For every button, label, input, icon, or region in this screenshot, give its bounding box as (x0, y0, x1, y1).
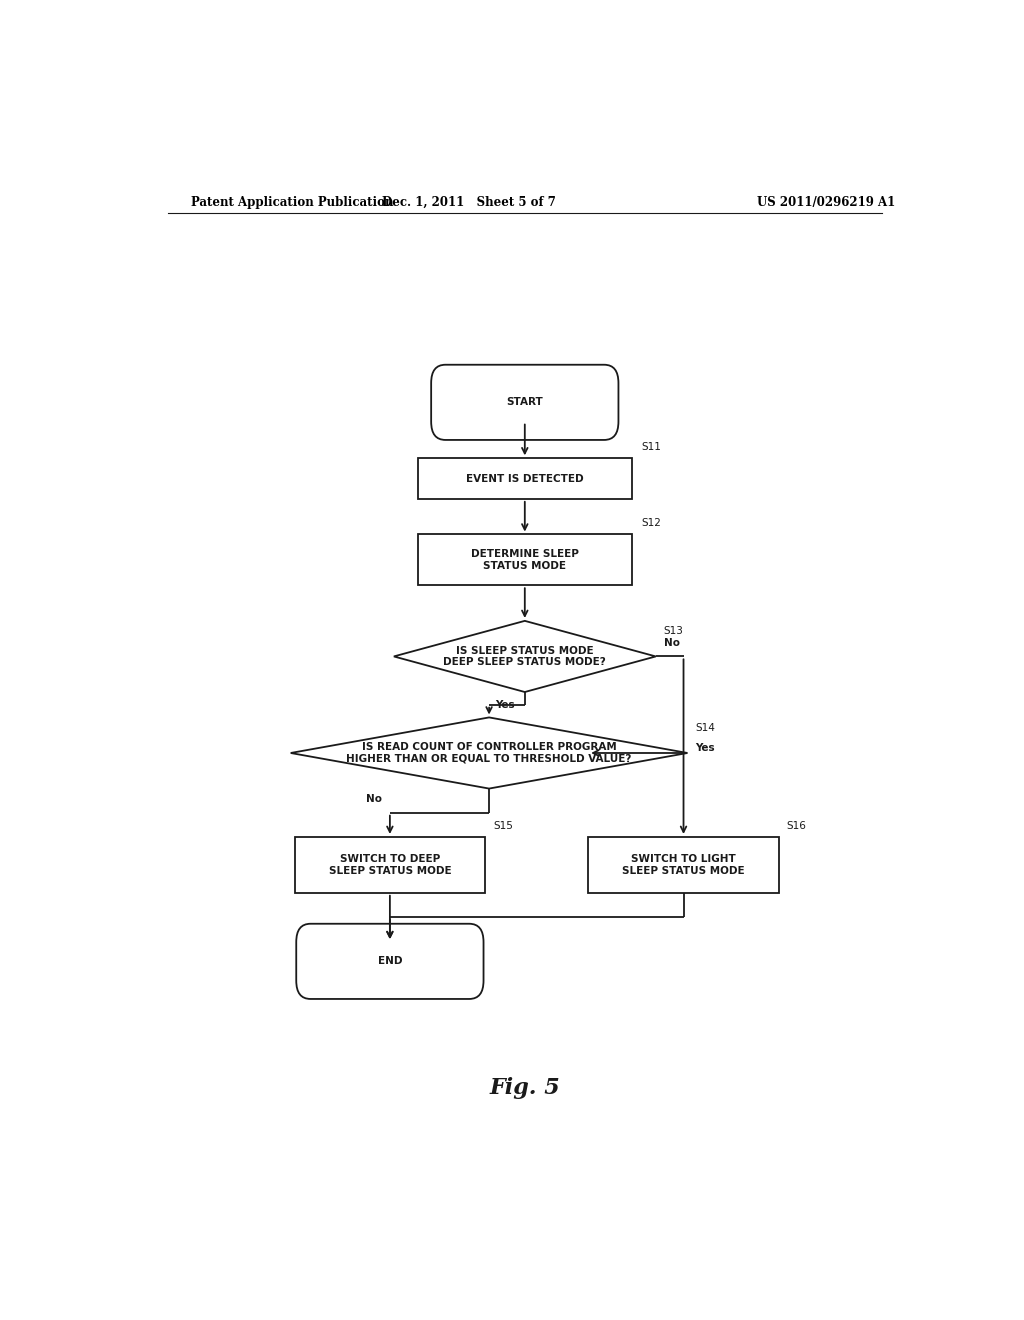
Text: END: END (378, 957, 402, 966)
Bar (588, 837, 778, 892)
Bar (418, 535, 632, 585)
Text: Yes: Yes (695, 743, 715, 752)
Text: No: No (366, 793, 382, 804)
Polygon shape (394, 620, 655, 692)
Text: No: No (664, 639, 680, 648)
Text: START: START (507, 397, 543, 408)
Text: SWITCH TO DEEP
SLEEP STATUS MODE: SWITCH TO DEEP SLEEP STATUS MODE (329, 854, 452, 875)
Bar (418, 458, 632, 499)
Text: EVENT IS DETECTED: EVENT IS DETECTED (466, 474, 584, 483)
Text: S16: S16 (786, 821, 807, 830)
Text: SWITCH TO LIGHT
SLEEP STATUS MODE: SWITCH TO LIGHT SLEEP STATUS MODE (623, 854, 744, 875)
Text: Patent Application Publication: Patent Application Publication (191, 195, 394, 209)
Text: S13: S13 (664, 626, 684, 636)
Text: S15: S15 (494, 821, 513, 830)
FancyBboxPatch shape (431, 364, 618, 440)
Text: DETERMINE SLEEP
STATUS MODE: DETERMINE SLEEP STATUS MODE (471, 549, 579, 570)
Polygon shape (291, 718, 687, 788)
FancyBboxPatch shape (296, 924, 483, 999)
Text: IS READ COUNT OF CONTROLLER PROGRAM
HIGHER THAN OR EQUAL TO THRESHOLD VALUE?: IS READ COUNT OF CONTROLLER PROGRAM HIGH… (346, 742, 632, 764)
Text: S11: S11 (641, 442, 662, 453)
Text: Fig. 5: Fig. 5 (489, 1077, 560, 1100)
Text: US 2011/0296219 A1: US 2011/0296219 A1 (757, 195, 896, 209)
Text: Dec. 1, 2011   Sheet 5 of 7: Dec. 1, 2011 Sheet 5 of 7 (382, 195, 556, 209)
Text: Yes: Yes (496, 700, 515, 710)
Bar (295, 837, 485, 892)
Text: S14: S14 (695, 722, 716, 733)
Text: S12: S12 (641, 519, 662, 528)
Text: IS SLEEP STATUS MODE
DEEP SLEEP STATUS MODE?: IS SLEEP STATUS MODE DEEP SLEEP STATUS M… (443, 645, 606, 667)
